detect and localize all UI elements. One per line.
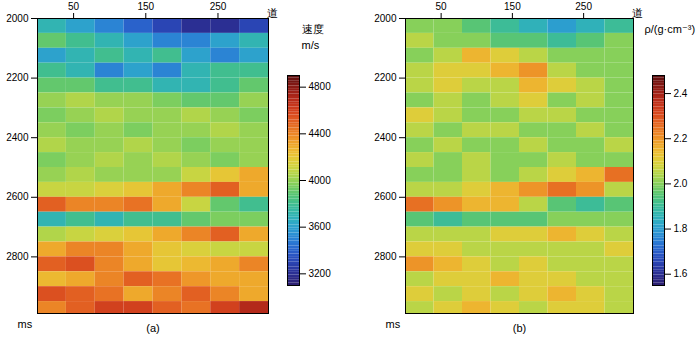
svg-text:4800: 4800 xyxy=(309,81,332,92)
svg-text:2000: 2000 xyxy=(374,13,397,24)
svg-text:50: 50 xyxy=(68,1,80,12)
svg-text:(a): (a) xyxy=(146,322,159,334)
svg-text:道: 道 xyxy=(267,7,278,19)
svg-text:道: 道 xyxy=(632,7,643,19)
svg-text:2400: 2400 xyxy=(6,132,29,143)
svg-text:2800: 2800 xyxy=(6,251,29,262)
svg-text:2.0: 2.0 xyxy=(674,178,688,189)
svg-text:2000: 2000 xyxy=(6,13,29,24)
svg-text:2.4: 2.4 xyxy=(674,88,688,99)
svg-text:1.6: 1.6 xyxy=(674,268,688,279)
svg-text:50: 50 xyxy=(436,1,448,12)
svg-text:(b): (b) xyxy=(513,322,526,334)
svg-text:2600: 2600 xyxy=(374,191,397,202)
svg-text:2.2: 2.2 xyxy=(674,133,688,144)
svg-text:ms: ms xyxy=(18,318,33,330)
svg-text:250: 250 xyxy=(575,1,592,12)
svg-text:ms: ms xyxy=(386,318,401,330)
svg-text:3200: 3200 xyxy=(309,268,332,279)
svg-text:250: 250 xyxy=(210,1,227,12)
svg-text:3600: 3600 xyxy=(309,221,332,232)
svg-text:m/s: m/s xyxy=(302,39,320,51)
svg-text:150: 150 xyxy=(504,1,521,12)
svg-text:2200: 2200 xyxy=(6,72,29,83)
svg-text:2400: 2400 xyxy=(374,132,397,143)
svg-text:1.8: 1.8 xyxy=(674,223,688,234)
svg-text:4400: 4400 xyxy=(309,128,332,139)
svg-text:2800: 2800 xyxy=(374,251,397,262)
svg-text:速度: 速度 xyxy=(302,23,324,35)
svg-text:150: 150 xyxy=(137,1,154,12)
svg-text:4000: 4000 xyxy=(309,175,332,186)
svg-text:ρ/(g·cm⁻³): ρ/(g·cm⁻³) xyxy=(645,23,696,35)
svg-text:2600: 2600 xyxy=(6,191,29,202)
svg-text:2200: 2200 xyxy=(374,72,397,83)
